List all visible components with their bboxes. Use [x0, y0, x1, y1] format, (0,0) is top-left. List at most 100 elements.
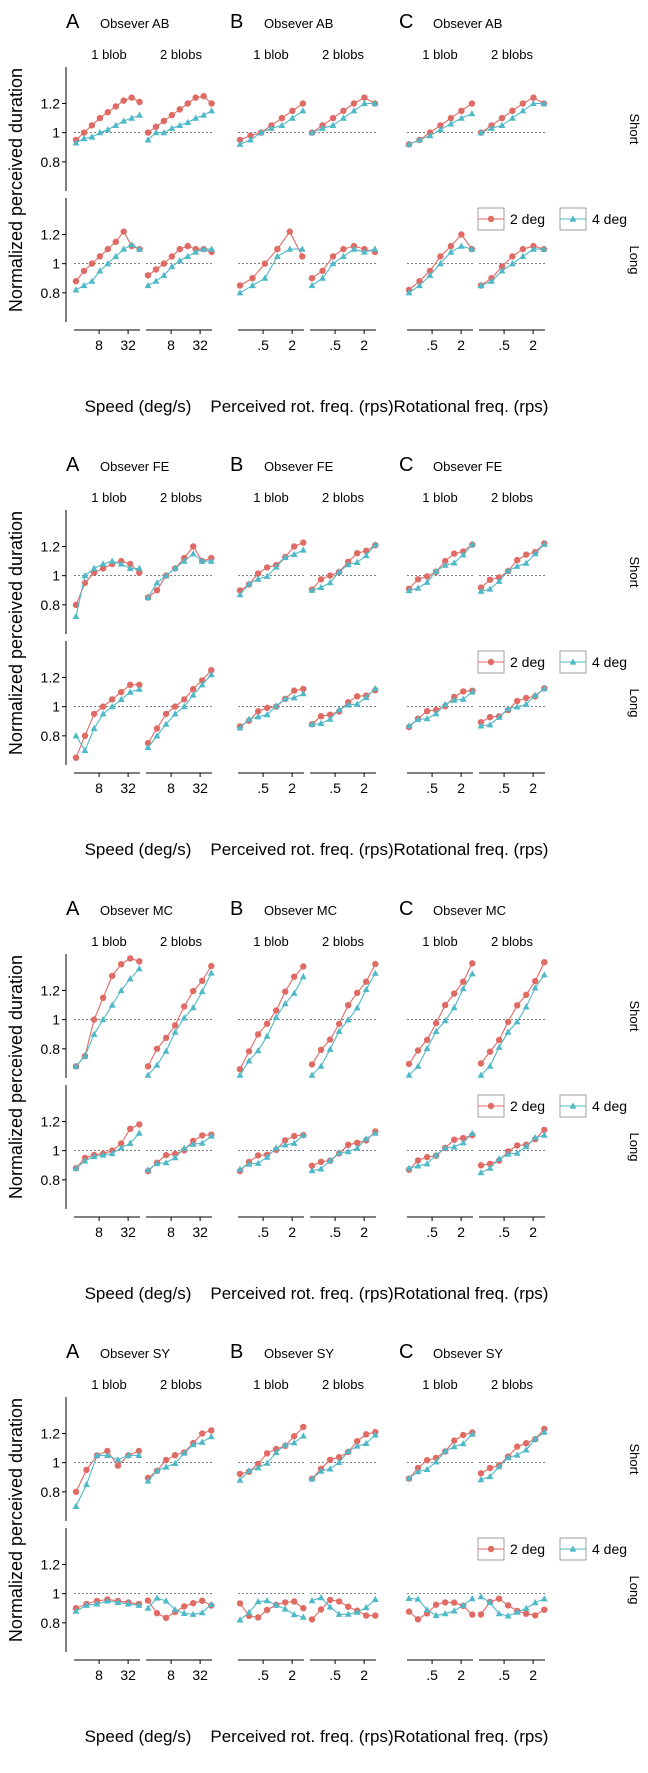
x-tick-label: 2	[529, 780, 537, 796]
data-point-2deg	[236, 1470, 244, 1478]
x-tick-label: 8	[167, 337, 175, 353]
data-point-2deg	[162, 1456, 170, 1464]
legend-marker-2deg	[487, 658, 495, 666]
data-point-4deg	[519, 252, 527, 259]
data-point-2deg	[350, 100, 358, 107]
data-point-4deg	[120, 245, 128, 252]
x-axis-label-c: Rotational freq. (rps)	[394, 397, 549, 416]
data-point-4deg	[299, 1432, 307, 1439]
data-point-4deg	[272, 1013, 280, 1020]
data-point-2deg	[523, 694, 530, 702]
data-point-4deg	[414, 715, 422, 723]
data-point-4deg	[488, 277, 495, 284]
sub-label-1: 1 blob	[422, 47, 457, 62]
x-tick-label: .5	[257, 337, 269, 353]
data-point-4deg	[353, 700, 361, 707]
data-point-2deg	[326, 1456, 334, 1464]
data-point-2deg	[423, 1036, 431, 1044]
data-point-2deg	[200, 93, 207, 100]
data-point-4deg	[495, 713, 503, 720]
data-point-4deg	[441, 1447, 449, 1454]
data-point-4deg	[198, 681, 206, 688]
data-point-4deg	[108, 1150, 116, 1157]
data-point-4deg	[371, 1431, 379, 1438]
x-tick-label: .5	[498, 337, 510, 353]
data-point-4deg	[344, 1610, 352, 1617]
series-line-2deg	[239, 230, 303, 286]
y-tick-label: 1	[52, 1586, 60, 1602]
data-point-4deg	[450, 1143, 458, 1150]
data-point-4deg	[126, 975, 134, 982]
panel-letter-b: B	[230, 454, 243, 476]
data-point-4deg	[477, 1169, 485, 1176]
data-point-4deg	[272, 563, 280, 570]
data-point-4deg	[114, 1456, 122, 1463]
data-point-4deg	[281, 553, 289, 560]
series-line-4deg	[480, 974, 545, 1076]
data-point-4deg	[126, 688, 134, 695]
data-point-4deg	[540, 99, 548, 107]
data-point-2deg	[477, 719, 485, 726]
panel-title-c: Obsever MC	[433, 903, 506, 918]
data-point-4deg	[249, 281, 256, 289]
panel-title-b: Obsever FE	[264, 459, 334, 474]
series-line-4deg	[75, 968, 140, 1067]
data-point-4deg	[198, 557, 206, 564]
data-point-4deg	[135, 685, 143, 692]
legend-marker-2deg	[487, 215, 495, 223]
y-tick-label: 1	[52, 699, 60, 715]
data-point-4deg	[335, 1610, 343, 1617]
x-tick-label: .5	[498, 1667, 510, 1683]
series-line-4deg	[147, 972, 212, 1076]
data-point-2deg	[509, 253, 516, 260]
data-point-4deg	[437, 260, 444, 267]
sub-label-2: 2 blobs	[160, 1377, 202, 1392]
panel-letter-b: B	[230, 898, 243, 920]
data-point-4deg	[207, 969, 215, 976]
data-point-4deg	[90, 564, 98, 571]
data-point-2deg	[363, 547, 370, 554]
data-point-2deg	[414, 1047, 422, 1054]
data-point-4deg	[189, 1610, 197, 1617]
data-point-4deg	[432, 1458, 440, 1465]
y-tick-label: 1.2	[41, 982, 61, 998]
data-point-2deg	[263, 564, 271, 571]
data-point-4deg	[290, 989, 298, 996]
data-point-4deg	[513, 1149, 521, 1156]
data-point-4deg	[540, 245, 548, 252]
legend-marker-4deg	[569, 215, 577, 222]
data-point-4deg	[184, 252, 192, 259]
data-point-4deg	[81, 572, 89, 579]
data-point-2deg	[423, 1457, 431, 1464]
x-axis-label-b: Perceived rot. freq. (rps)	[210, 1284, 393, 1303]
legend-marker-4deg	[569, 1545, 577, 1552]
data-point-2deg	[72, 601, 80, 608]
data-point-4deg	[335, 1149, 343, 1156]
data-point-2deg	[152, 266, 160, 273]
data-point-2deg	[477, 584, 485, 591]
data-point-4deg	[153, 1061, 161, 1068]
data-point-2deg	[282, 1599, 289, 1606]
data-point-2deg	[99, 565, 107, 572]
data-point-2deg	[236, 282, 244, 289]
data-point-4deg	[326, 1156, 334, 1164]
data-point-4deg	[180, 1144, 188, 1151]
data-point-4deg	[450, 696, 458, 703]
data-point-4deg	[414, 584, 422, 591]
y-axis-label: Normalized perceived duration	[6, 1398, 26, 1642]
data-point-4deg	[344, 561, 352, 568]
data-point-2deg	[112, 103, 120, 110]
x-axis-label-a: Speed (deg/s)	[85, 1284, 192, 1303]
data-point-2deg	[532, 977, 539, 985]
data-point-4deg	[468, 1430, 476, 1437]
data-point-4deg	[362, 551, 370, 559]
panel-letter-a: A	[66, 1341, 80, 1363]
sub-label-1: 1 blob	[91, 1377, 126, 1392]
data-point-4deg	[477, 587, 485, 594]
data-point-4deg	[281, 695, 289, 702]
panel-title-c: Obsever FE	[433, 459, 503, 474]
data-point-2deg	[345, 1603, 352, 1610]
data-point-4deg	[405, 1594, 413, 1601]
data-point-2deg	[136, 98, 143, 106]
panel-title-c: Obsever AB	[433, 16, 502, 31]
